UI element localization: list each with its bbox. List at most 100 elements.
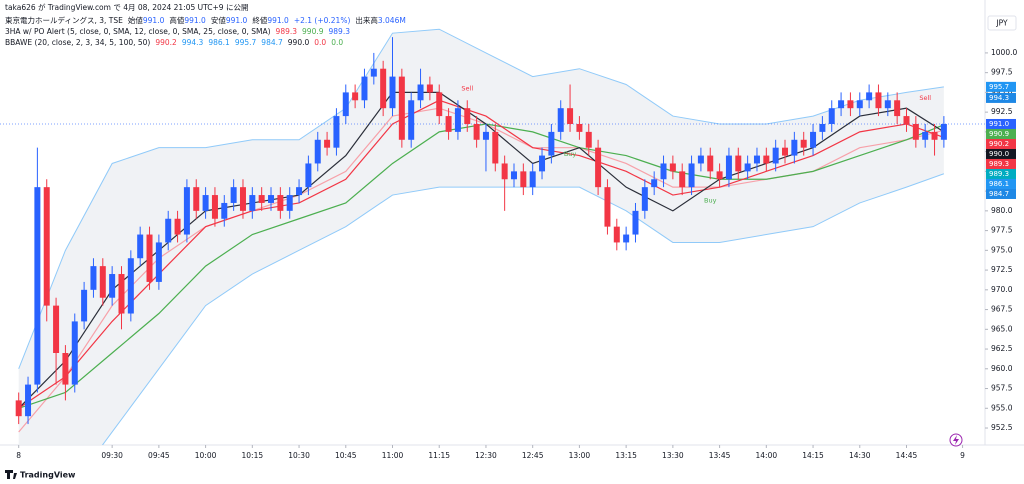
candle-body xyxy=(782,147,789,156)
candle-body xyxy=(342,92,349,117)
candle-body xyxy=(417,84,424,101)
y-tick-label: 957.5 xyxy=(991,384,1013,393)
candle-body xyxy=(828,108,835,124)
candle-body xyxy=(211,195,218,219)
candle-body xyxy=(90,266,97,290)
candle-body xyxy=(847,100,854,109)
price-label: 990.9 xyxy=(989,130,1009,138)
alert-bolt xyxy=(953,435,959,445)
candle-body xyxy=(277,195,284,211)
candle-body xyxy=(529,171,536,188)
signal-label: Sell xyxy=(919,94,931,102)
x-tick-label: 13:00 xyxy=(569,451,591,460)
candle-body xyxy=(454,108,461,132)
candle-body xyxy=(744,163,751,172)
candle-body xyxy=(660,163,667,180)
currency-box[interactable] xyxy=(987,15,1017,31)
candle-body xyxy=(249,195,256,211)
candle-body xyxy=(922,131,929,140)
candle-body xyxy=(875,92,882,109)
candle-body xyxy=(651,179,658,188)
signal-label: Buy xyxy=(704,197,717,205)
candle-body xyxy=(604,187,611,227)
candle-body xyxy=(492,131,499,164)
price-label: 995.7 xyxy=(989,83,1009,91)
x-tick-label: 10:00 xyxy=(195,451,217,460)
candle-body xyxy=(118,274,125,314)
candle-body xyxy=(62,352,69,385)
y-tick-label: 977.5 xyxy=(991,226,1013,235)
candle-body xyxy=(314,139,321,164)
price-label-box xyxy=(986,178,1016,189)
volume-label: 出来高 xyxy=(355,16,378,25)
candle-body xyxy=(595,147,602,188)
candle-body xyxy=(613,226,620,243)
candle-body xyxy=(735,155,742,172)
candle-body xyxy=(239,187,246,211)
candle-body xyxy=(856,100,863,109)
candle-body xyxy=(753,155,760,164)
candle-body xyxy=(380,68,387,109)
x-tick-label: 13:30 xyxy=(662,451,684,460)
indicator-name: 3HA w/ PO Alert (5, close, 0, SMA, 12, c… xyxy=(5,27,271,36)
candle-body xyxy=(501,163,508,180)
candle-body xyxy=(567,108,574,124)
candle-body xyxy=(763,155,770,164)
candle-body xyxy=(53,305,60,353)
indicator-value: 986.1 xyxy=(208,38,230,47)
candle-body xyxy=(202,195,209,211)
candle-body xyxy=(632,210,639,235)
y-tick-label: 955.0 xyxy=(991,403,1013,412)
x-tick-label: 13:45 xyxy=(709,451,731,460)
candle-body xyxy=(193,187,200,211)
candle-body xyxy=(426,84,433,93)
candle-body xyxy=(81,289,88,322)
candle-body xyxy=(305,163,312,188)
candle-body xyxy=(361,76,368,101)
symbol: 東京電力ホールディングス, 3, TSE xyxy=(5,16,123,25)
y-tick-label: 960.0 xyxy=(991,364,1013,373)
candle-body xyxy=(183,187,190,235)
y-tick-label: 962.5 xyxy=(991,344,1013,353)
candle-body xyxy=(810,131,817,148)
candle-body xyxy=(221,202,228,219)
price-label-box xyxy=(986,92,1016,103)
ohlc-value: 991.0 xyxy=(142,16,165,25)
candle-body xyxy=(716,171,723,180)
band-fill xyxy=(18,29,944,445)
price-label: 991.0 xyxy=(989,120,1009,128)
signal-label: Buy xyxy=(564,150,577,158)
candle-body xyxy=(679,171,686,188)
candle-body xyxy=(464,108,471,124)
indicator-value: 990.0 xyxy=(287,38,310,47)
x-tick-label: 9 xyxy=(960,451,965,460)
brand-logo xyxy=(5,470,17,479)
x-tick-label: 11:15 xyxy=(428,451,450,460)
x-tick-label: 10:45 xyxy=(335,451,357,460)
plot-area: Sell Buy Buy Sell xyxy=(0,28,985,445)
price-label-box xyxy=(986,81,1016,92)
candle-body xyxy=(165,218,172,243)
candle-body xyxy=(940,123,947,140)
candle-body xyxy=(15,400,22,417)
ma-line xyxy=(18,99,945,409)
x-tick-label: 10:30 xyxy=(288,451,310,460)
candle-body xyxy=(623,234,630,243)
y-tick-label: 995.0 xyxy=(991,87,1013,96)
candle-body xyxy=(482,131,489,140)
indicator-value: 984.7 xyxy=(261,38,283,47)
y-tick-label: 992.5 xyxy=(991,107,1013,116)
candle-body xyxy=(258,195,265,203)
currency[interactable]: JPY xyxy=(995,19,1008,28)
price-label-box xyxy=(986,158,1016,169)
candle-body xyxy=(585,131,592,148)
candle-body xyxy=(894,100,901,117)
candle-body xyxy=(146,234,153,282)
candle-body xyxy=(510,171,517,180)
band-lower xyxy=(101,173,945,445)
candle-body xyxy=(931,131,938,140)
candle-body xyxy=(800,139,807,148)
y-tick-label: 970.0 xyxy=(991,285,1013,294)
candle-body xyxy=(641,187,648,211)
indicator-value: 994.3 xyxy=(181,38,204,47)
